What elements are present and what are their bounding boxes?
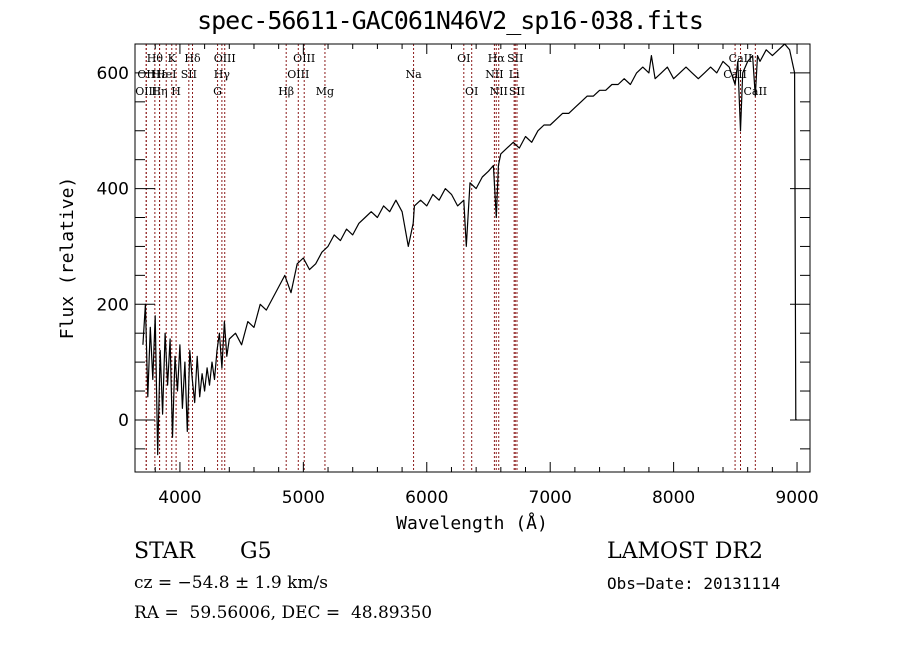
spectrum-series — [142, 43, 797, 456]
plot-frame — [134, 43, 811, 473]
spectral-line-label: OIII — [214, 52, 236, 65]
spectral-line-label: OI — [457, 52, 470, 65]
spectral-line-label: Hη — [151, 85, 167, 98]
spectral-line-label: NII — [485, 68, 503, 81]
y-axis-label: Flux (relative) — [57, 177, 78, 340]
x-tick-label: 5000 — [282, 488, 325, 508]
spectral-line-label: NII — [490, 85, 508, 98]
spectral-line-label: HeI — [156, 68, 176, 81]
spectral-line-label: Li — [509, 68, 520, 81]
spectral-line-label: SII — [507, 52, 523, 65]
spectrum-line — [142, 43, 797, 456]
y-tick-label: 200 — [97, 295, 129, 315]
coordinates-text: RA = 59.56006, DEC = 48.89350 — [134, 603, 433, 623]
spectral-line-label: OIII — [293, 52, 315, 65]
redshift-text: cz = −54.8 ± 1.9 km/s — [134, 573, 328, 593]
x-axis-label: Wavelength (Å) — [396, 512, 548, 534]
spectral-line-label: SII — [181, 68, 197, 81]
axis-ticks — [135, 43, 810, 472]
obs-date: Obs−Date: 20131114 — [607, 574, 781, 593]
x-tick-label: 4000 — [158, 488, 201, 508]
x-tick-label: 7000 — [529, 488, 572, 508]
spectral-line-label: CaII — [723, 68, 747, 81]
spectral-line-label: OIII — [287, 68, 309, 81]
spectral-line-label: OIII — [135, 85, 157, 98]
spectral-line-label: Hγ — [214, 68, 231, 81]
spectral-line-label: CaII — [729, 52, 753, 65]
spectral-line-label: Na — [405, 68, 422, 81]
y-tick-label: 600 — [97, 64, 129, 84]
spectral-line-label: SII — [509, 85, 525, 98]
y-tick-label: 0 — [118, 411, 129, 431]
spectral-line-markers — [145, 44, 756, 472]
chart-title: spec-56611-GAC061N46V2_sp16-038.fits — [197, 6, 704, 35]
x-tick-label: 8000 — [652, 488, 695, 508]
survey-label: LAMOST DR2 — [607, 539, 763, 564]
spectral-line-label: Mg — [316, 85, 334, 98]
x-tick-label: 6000 — [405, 488, 448, 508]
spectral-line-label: Hβ — [278, 85, 294, 98]
spectral-line-label: Hθ — [147, 52, 164, 65]
object-class: STAR — [134, 539, 195, 564]
spectral-line-label: Hδ — [184, 52, 201, 65]
spectral-line-label: H — [171, 85, 181, 98]
spectral-line-label: K — [168, 52, 177, 65]
spectral-line-label: OII — [137, 68, 155, 81]
x-tick-label: 9000 — [775, 488, 818, 508]
spectral-line-label: Hα — [488, 52, 506, 65]
y-tick-label: 400 — [97, 180, 129, 200]
spectral-line-label: CaII — [743, 85, 767, 98]
spectral-line-label: OI — [465, 85, 478, 98]
spectral-line-label: Hε — [152, 68, 168, 81]
spectral-line-label: G — [213, 85, 222, 98]
object-subclass: G5 — [240, 539, 272, 564]
tick-labels: 4000 5000 6000 7000 8000 9000 0 200 400 600 — [97, 64, 819, 508]
